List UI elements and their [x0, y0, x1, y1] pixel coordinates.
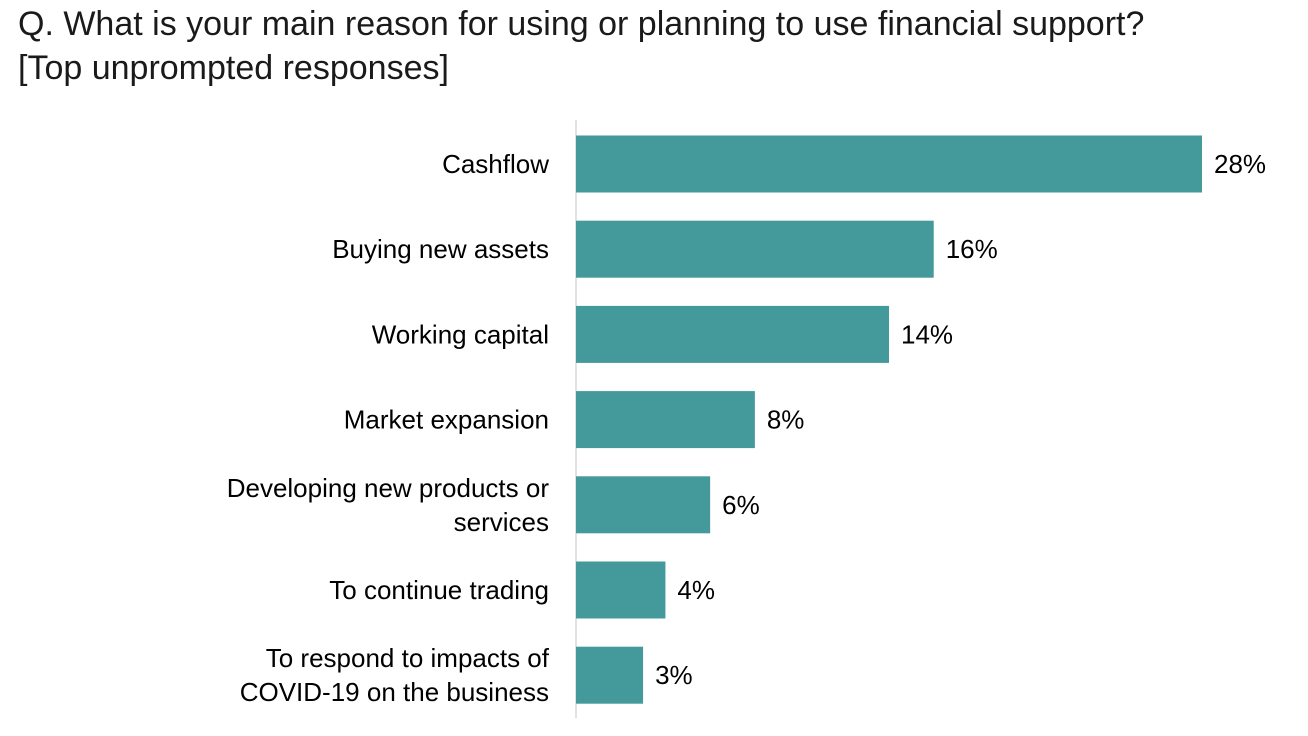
data-label-0: 28%	[1214, 149, 1266, 179]
category-label-3: Market expansion	[344, 405, 549, 435]
bar-1	[576, 220, 934, 278]
bar-2	[576, 305, 889, 363]
chart-title: Q. What is your main reason for using or…	[18, 2, 1298, 90]
bar-3	[576, 391, 755, 449]
bar-0	[576, 135, 1202, 193]
category-label-1: Buying new assets	[332, 234, 549, 264]
chart-title-line-2: [Top unprompted responses]	[18, 49, 449, 87]
chart-title-line-1: Q. What is your main reason for using or…	[18, 5, 1145, 43]
data-label-2: 14%	[901, 319, 953, 349]
category-label-5: To continue trading	[329, 575, 549, 605]
bar-4	[576, 476, 711, 534]
data-label-5: 4%	[677, 575, 715, 605]
data-label-6: 3%	[655, 660, 693, 690]
bar-5	[576, 561, 666, 619]
data-label-3: 8%	[767, 405, 805, 435]
data-label-1: 16%	[946, 234, 998, 264]
category-label-0: Cashflow	[442, 149, 549, 179]
category-label-6-line-1: COVID-19 on the business	[240, 677, 549, 707]
bars-group: 28% Cashflow 16% Buying new assets 14% Workin…	[227, 135, 1266, 707]
category-label-4-line-0: Developing new products or	[227, 473, 550, 503]
category-label-2: Working capital	[372, 319, 549, 349]
data-label-4: 6%	[722, 490, 760, 520]
category-label-4-line-1: services	[454, 507, 549, 537]
category-label-6-line-0: To respond to impacts of	[266, 643, 550, 673]
bar-6	[576, 646, 644, 704]
